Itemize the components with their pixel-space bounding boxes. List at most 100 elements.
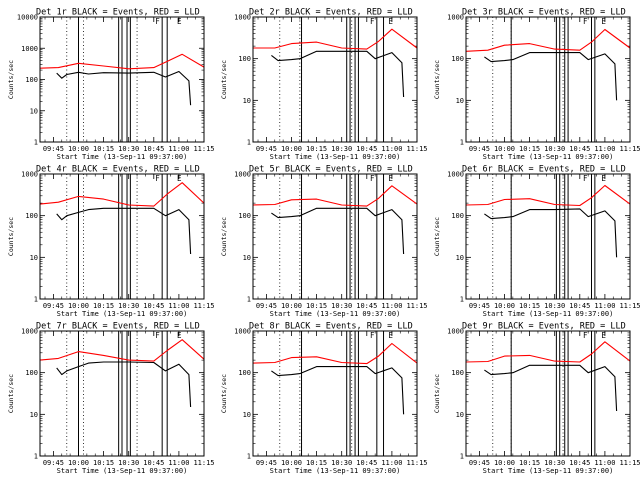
y-tick-label: 100: [25, 76, 38, 84]
x-tick-label: 11:15: [406, 459, 427, 467]
lld-series-line: [465, 184, 631, 207]
events-series-line: [56, 207, 192, 255]
lld-series-line: [39, 53, 205, 70]
x-tick-label: 10:45: [356, 302, 377, 310]
events-series-line: [271, 366, 405, 415]
lld-series-line: [465, 28, 631, 52]
y-tick-label: 1: [34, 296, 38, 304]
x-axis-label: Start Time (13-Sep-11 09:37:00): [483, 467, 614, 475]
plot-frame: [465, 173, 631, 300]
lld-series-line: [39, 339, 205, 362]
y-axis-label: Counts/sec: [7, 374, 15, 413]
plot-frame: [465, 16, 631, 143]
y-tick-label: 10: [30, 411, 38, 419]
lld-series-line: [253, 28, 418, 50]
x-tick-label: 10:30: [331, 302, 352, 310]
x-tick-label: 10:45: [569, 145, 590, 153]
y-tick-label: 100: [25, 212, 38, 220]
y-tick-label: 1000: [234, 171, 251, 179]
x-tick-label: 11:00: [594, 302, 615, 310]
plot-frame: [252, 173, 418, 300]
flag-label: F: [370, 174, 375, 183]
flag-label: F: [370, 17, 375, 26]
x-axis-label: Start Time (13-Sep-11 09:37:00): [270, 153, 401, 161]
events-series-line: [484, 364, 618, 412]
x-tick-label: 10:15: [93, 145, 114, 153]
y-axis-label: Counts/sec: [433, 60, 441, 99]
y-tick-label: 100: [238, 55, 251, 63]
y-tick-label: 1000: [447, 14, 464, 22]
plot-frame: [39, 173, 205, 300]
x-tick-label: 09:45: [43, 302, 64, 310]
x-tick-label: 09:45: [469, 302, 490, 310]
y-tick-label: 1000: [21, 45, 38, 53]
y-tick-label: 100: [25, 369, 38, 377]
y-tick-label: 10: [456, 411, 464, 419]
plot-frame: [465, 330, 631, 457]
chart-panel: Det 1r BLACK = Events, RED = LLD Counts/s…: [7, 8, 215, 162]
x-tick-label: 10:15: [519, 145, 540, 153]
x-tick-label: 10:30: [118, 145, 139, 153]
x-tick-label: 10:30: [331, 145, 352, 153]
x-tick-label: 09:45: [469, 459, 490, 467]
chart-panel: Det 8r BLACK = Events, RED = LLD Counts/s…: [220, 322, 428, 476]
x-tick-label: 10:15: [93, 302, 114, 310]
x-tick-label: 09:45: [256, 302, 277, 310]
x-tick-label: 10:45: [569, 302, 590, 310]
x-tick-label: 09:45: [256, 145, 277, 153]
panel-title: Det 2r BLACK = Events, RED = LLD: [249, 8, 413, 18]
flag-label: E: [601, 331, 606, 340]
x-tick-label: 10:45: [569, 459, 590, 467]
y-tick-label: 1: [34, 453, 38, 461]
x-tick-label: 10:00: [494, 145, 515, 153]
y-tick-label: 1000: [447, 171, 464, 179]
y-axis-label: Counts/sec: [433, 217, 441, 256]
chart-panel: Det 5r BLACK = Events, RED = LLD Counts/s…: [220, 165, 428, 319]
y-tick-label: 100: [451, 55, 464, 63]
x-tick-label: 11:15: [193, 459, 214, 467]
y-axis-label: Counts/sec: [220, 60, 228, 99]
x-tick-label: 11:15: [619, 302, 640, 310]
y-axis-label: Counts/sec: [220, 374, 228, 413]
y-axis-label: Counts/sec: [7, 60, 15, 99]
y-tick-label: 1000: [21, 328, 38, 336]
x-tick-label: 09:45: [256, 459, 277, 467]
x-tick-label: 10:15: [306, 302, 327, 310]
panel-title: Det 4r BLACK = Events, RED = LLD: [36, 165, 200, 175]
chart-panel: Det 3r BLACK = Events, RED = LLD Counts/s…: [433, 8, 640, 162]
x-tick-label: 10:00: [68, 459, 89, 467]
x-tick-label: 11:00: [168, 302, 189, 310]
lld-series-line: [39, 182, 205, 207]
panel-title: Det 3r BLACK = Events, RED = LLD: [462, 8, 626, 18]
x-tick-label: 10:15: [519, 459, 540, 467]
y-axis-label: Counts/sec: [433, 374, 441, 413]
y-tick-label: 1: [247, 139, 251, 147]
x-tick-label: 11:00: [381, 145, 402, 153]
x-tick-label: 10:30: [118, 459, 139, 467]
y-tick-label: 1000: [234, 14, 251, 22]
x-tick-label: 10:00: [281, 459, 302, 467]
y-tick-label: 10: [456, 97, 464, 105]
chart-panel: Det 2r BLACK = Events, RED = LLD Counts/s…: [220, 8, 428, 162]
x-tick-label: 10:15: [93, 459, 114, 467]
x-tick-label: 11:00: [594, 459, 615, 467]
flag-label: F: [155, 174, 160, 183]
y-tick-label: 100: [238, 369, 251, 377]
flag-label: E: [388, 331, 393, 340]
plot-frame: [252, 16, 418, 143]
y-tick-label: 10000: [17, 14, 38, 22]
x-axis-label: Start Time (13-Sep-11 09:37:00): [57, 153, 188, 161]
y-tick-label: 10: [243, 254, 251, 262]
x-axis-label: Start Time (13-Sep-11 09:37:00): [483, 153, 614, 161]
x-tick-label: 11:15: [193, 302, 214, 310]
flag-label: E: [177, 17, 182, 26]
x-tick-label: 10:30: [544, 145, 565, 153]
flag-label: F: [155, 331, 160, 340]
y-tick-label: 1: [460, 453, 464, 461]
x-tick-label: 11:15: [619, 145, 640, 153]
x-tick-label: 10:00: [494, 302, 515, 310]
x-tick-label: 10:00: [494, 459, 515, 467]
x-axis-label: Start Time (13-Sep-11 09:37:00): [270, 467, 401, 475]
